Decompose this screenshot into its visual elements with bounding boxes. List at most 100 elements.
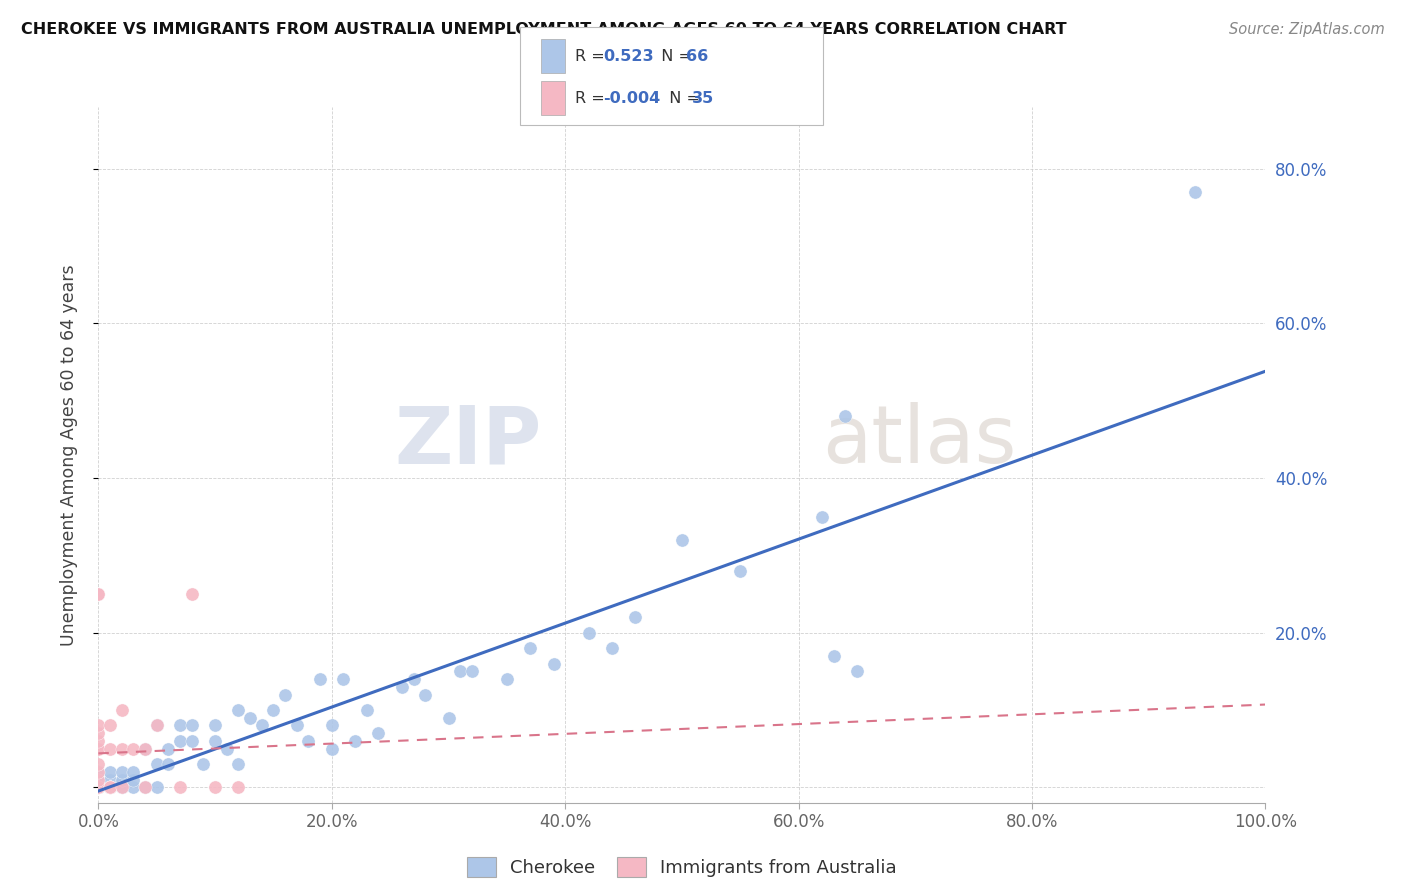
Point: [134, 780, 156, 795]
Point: [87, 741, 110, 756]
Point: [180, 734, 202, 748]
Point: [228, 780, 250, 795]
Point: [111, 703, 134, 717]
Text: CHEROKEE VS IMMIGRANTS FROM AUSTRALIA UNEMPLOYMENT AMONG AGES 60 TO 64 YEARS COR: CHEROKEE VS IMMIGRANTS FROM AUSTRALIA UN…: [21, 22, 1067, 37]
Point: [111, 780, 134, 795]
Text: N =: N =: [659, 91, 706, 105]
Point: [285, 718, 308, 732]
Point: [356, 703, 378, 717]
Legend: Cherokee, Immigrants from Australia: Cherokee, Immigrants from Australia: [460, 850, 904, 884]
Point: [309, 672, 332, 686]
Point: [98, 780, 121, 795]
Point: [87, 772, 110, 787]
Point: [87, 780, 110, 795]
Point: [134, 741, 156, 756]
Point: [204, 718, 226, 732]
Point: [98, 772, 121, 787]
Point: [98, 718, 121, 732]
Text: 35: 35: [692, 91, 714, 105]
Point: [332, 672, 354, 686]
Point: [413, 688, 436, 702]
Text: -0.004: -0.004: [603, 91, 661, 105]
Point: [146, 718, 169, 732]
Point: [87, 587, 110, 601]
Point: [87, 734, 110, 748]
Point: [239, 711, 262, 725]
Text: R =: R =: [575, 91, 610, 105]
Point: [169, 718, 191, 732]
Text: 0.523: 0.523: [603, 49, 654, 63]
Point: [87, 780, 110, 795]
Point: [157, 757, 180, 772]
Point: [624, 610, 647, 624]
Point: [111, 772, 134, 787]
Point: [98, 741, 121, 756]
Text: 66: 66: [686, 49, 709, 63]
Point: [87, 741, 110, 756]
Point: [811, 509, 834, 524]
Point: [122, 764, 145, 779]
Point: [730, 564, 752, 578]
Point: [204, 734, 226, 748]
Point: [495, 672, 517, 686]
Point: [250, 718, 273, 732]
Point: [437, 711, 460, 725]
Point: [87, 764, 110, 779]
Text: atlas: atlas: [823, 402, 1017, 480]
Point: [823, 648, 845, 663]
Point: [367, 726, 389, 740]
Point: [578, 625, 600, 640]
Point: [98, 780, 121, 795]
Point: [180, 718, 202, 732]
Point: [98, 780, 121, 795]
Point: [321, 741, 343, 756]
Point: [321, 718, 343, 732]
Point: [134, 780, 156, 795]
Point: [146, 718, 169, 732]
Point: [297, 734, 319, 748]
Point: [111, 780, 134, 795]
Point: [87, 726, 110, 740]
Point: [122, 741, 145, 756]
Point: [180, 587, 202, 601]
Point: [519, 641, 541, 656]
Point: [87, 587, 110, 601]
Point: [111, 741, 134, 756]
Point: [600, 641, 623, 656]
Point: [98, 764, 121, 779]
Text: ZIP: ZIP: [395, 402, 541, 480]
Point: [543, 657, 565, 671]
Point: [98, 780, 121, 795]
Point: [134, 741, 156, 756]
Point: [87, 780, 110, 795]
Point: [146, 757, 169, 772]
Point: [87, 772, 110, 787]
Point: [846, 665, 869, 679]
Point: [344, 734, 367, 748]
Point: [87, 780, 110, 795]
Point: [98, 780, 121, 795]
Point: [87, 780, 110, 795]
Y-axis label: Unemployment Among Ages 60 to 64 years: Unemployment Among Ages 60 to 64 years: [59, 264, 77, 646]
Point: [1184, 185, 1206, 199]
Point: [122, 772, 145, 787]
Point: [87, 718, 110, 732]
Point: [157, 741, 180, 756]
Point: [402, 672, 425, 686]
Point: [87, 780, 110, 795]
Point: [98, 780, 121, 795]
Point: [111, 772, 134, 787]
Point: [87, 780, 110, 795]
Point: [274, 688, 297, 702]
Text: Source: ZipAtlas.com: Source: ZipAtlas.com: [1229, 22, 1385, 37]
Text: R =: R =: [575, 49, 610, 63]
Point: [193, 757, 215, 772]
Point: [834, 409, 856, 424]
Point: [228, 703, 250, 717]
Point: [671, 533, 693, 547]
Point: [111, 780, 134, 795]
Point: [87, 757, 110, 772]
Point: [391, 680, 413, 694]
Point: [449, 665, 471, 679]
Point: [87, 780, 110, 795]
